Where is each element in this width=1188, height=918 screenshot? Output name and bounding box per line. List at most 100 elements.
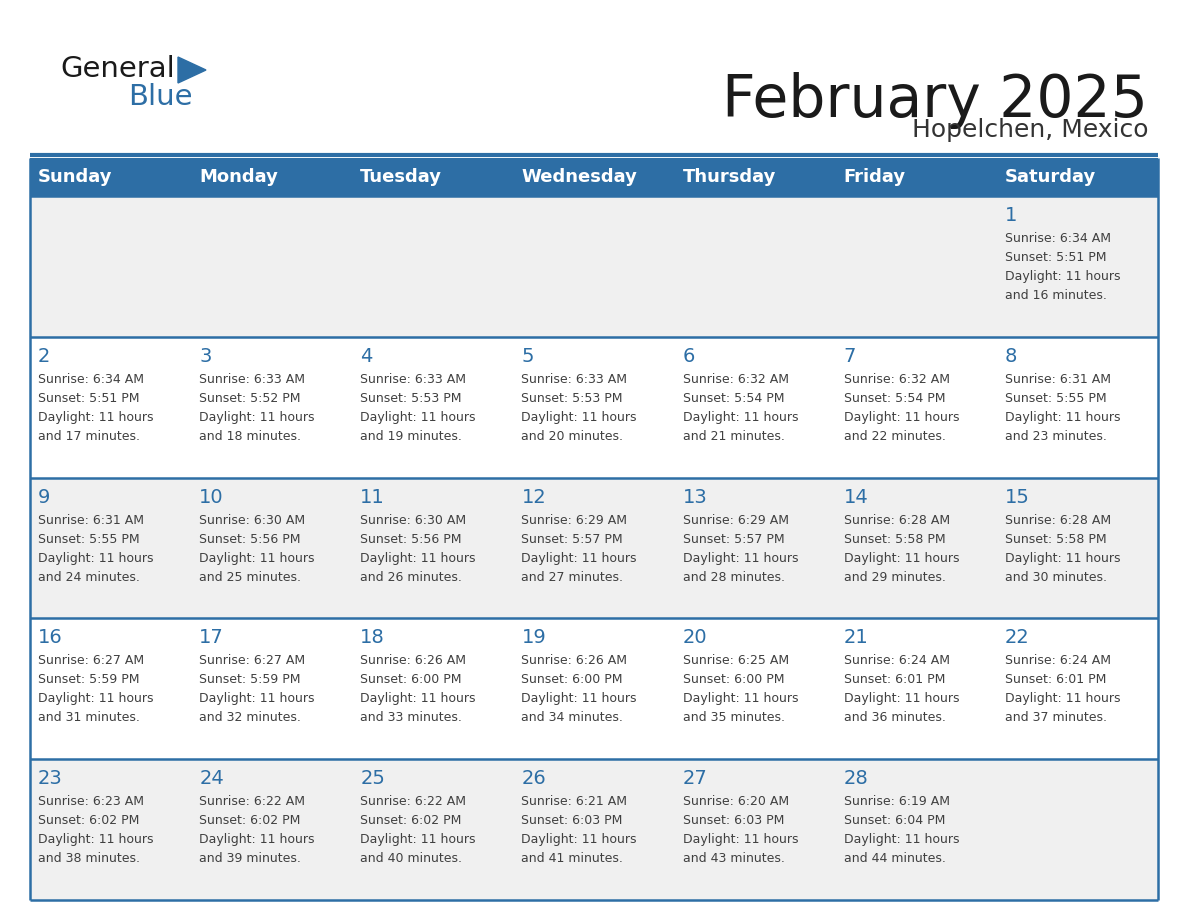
Bar [353,619,513,759]
Text: Sunset: 6:02 PM: Sunset: 6:02 PM [360,814,462,827]
Text: Daylight: 11 hours: Daylight: 11 hours [522,552,637,565]
Bar [513,619,675,759]
Text: Sunrise: 6:25 AM: Sunrise: 6:25 AM [683,655,789,667]
Text: 26: 26 [522,769,546,789]
Text: Daylight: 11 hours: Daylight: 11 hours [843,692,959,705]
Text: 13: 13 [683,487,707,507]
Text: Daylight: 11 hours: Daylight: 11 hours [38,410,153,424]
Text: 3: 3 [200,347,211,365]
Text: Daylight: 11 hours: Daylight: 11 hours [38,834,153,846]
Text: Sunrise: 6:31 AM: Sunrise: 6:31 AM [1005,373,1111,386]
Text: Daylight: 11 hours: Daylight: 11 hours [1005,270,1120,283]
Text: Sunrise: 6:30 AM: Sunrise: 6:30 AM [200,513,305,527]
Text: and 26 minutes.: and 26 minutes. [360,571,462,584]
Text: Sunset: 5:53 PM: Sunset: 5:53 PM [360,392,462,405]
Text: Daylight: 11 hours: Daylight: 11 hours [200,410,315,424]
Text: Daylight: 11 hours: Daylight: 11 hours [200,692,315,705]
Text: 21: 21 [843,629,868,647]
Text: Sunrise: 6:28 AM: Sunrise: 6:28 AM [1005,513,1111,527]
Text: Sunset: 6:04 PM: Sunset: 6:04 PM [843,814,946,827]
Text: and 43 minutes.: and 43 minutes. [683,852,784,865]
Text: and 24 minutes.: and 24 minutes. [38,571,140,584]
Bar [513,477,675,619]
Bar [997,619,1158,759]
Text: 6: 6 [683,347,695,365]
Text: Daylight: 11 hours: Daylight: 11 hours [360,834,475,846]
Bar [675,196,835,337]
Text: Daylight: 11 hours: Daylight: 11 hours [360,692,475,705]
Text: Sunset: 5:53 PM: Sunset: 5:53 PM [522,392,623,405]
Text: Sunset: 6:00 PM: Sunset: 6:00 PM [683,674,784,687]
Bar [191,759,353,900]
Text: Sunset: 5:57 PM: Sunset: 5:57 PM [683,532,784,545]
Text: Sunset: 5:51 PM: Sunset: 5:51 PM [38,392,139,405]
Polygon shape [178,57,206,83]
Text: Daylight: 11 hours: Daylight: 11 hours [522,410,637,424]
Text: Sunrise: 6:22 AM: Sunrise: 6:22 AM [360,795,466,808]
Text: Sunrise: 6:30 AM: Sunrise: 6:30 AM [360,513,467,527]
Bar [835,477,997,619]
Bar [30,759,191,900]
Bar [997,337,1158,477]
Bar [997,196,1158,337]
Bar [835,196,997,337]
Text: and 30 minutes.: and 30 minutes. [1005,571,1107,584]
Text: Daylight: 11 hours: Daylight: 11 hours [522,834,637,846]
Text: 14: 14 [843,487,868,507]
Text: 17: 17 [200,629,223,647]
Text: Sunrise: 6:26 AM: Sunrise: 6:26 AM [522,655,627,667]
Text: Sunset: 5:51 PM: Sunset: 5:51 PM [1005,251,1106,264]
Text: Daylight: 11 hours: Daylight: 11 hours [38,552,153,565]
Text: and 19 minutes.: and 19 minutes. [360,430,462,442]
Text: and 21 minutes.: and 21 minutes. [683,430,784,442]
Text: 24: 24 [200,769,223,789]
Text: and 31 minutes.: and 31 minutes. [38,711,140,724]
Text: Daylight: 11 hours: Daylight: 11 hours [1005,692,1120,705]
Text: and 25 minutes.: and 25 minutes. [200,571,301,584]
Text: Sunrise: 6:33 AM: Sunrise: 6:33 AM [522,373,627,386]
Text: 18: 18 [360,629,385,647]
Text: and 20 minutes.: and 20 minutes. [522,430,624,442]
Text: 7: 7 [843,347,857,365]
Text: Daylight: 11 hours: Daylight: 11 hours [683,692,798,705]
Text: Daylight: 11 hours: Daylight: 11 hours [360,552,475,565]
Text: and 27 minutes.: and 27 minutes. [522,571,624,584]
Text: Sunrise: 6:24 AM: Sunrise: 6:24 AM [1005,655,1111,667]
Text: Friday: Friday [843,168,905,186]
Text: Sunrise: 6:21 AM: Sunrise: 6:21 AM [522,795,627,808]
Bar [191,477,353,619]
Text: Thursday: Thursday [683,168,776,186]
Text: Sunrise: 6:26 AM: Sunrise: 6:26 AM [360,655,466,667]
Text: Sunset: 5:54 PM: Sunset: 5:54 PM [683,392,784,405]
Text: Sunset: 6:00 PM: Sunset: 6:00 PM [522,674,623,687]
Bar [513,337,675,477]
Text: Sunset: 5:57 PM: Sunset: 5:57 PM [522,532,623,545]
Text: 5: 5 [522,347,533,365]
Text: Sunrise: 6:34 AM: Sunrise: 6:34 AM [38,373,144,386]
Text: Sunset: 6:00 PM: Sunset: 6:00 PM [360,674,462,687]
Text: Sunset: 5:55 PM: Sunset: 5:55 PM [1005,392,1106,405]
Bar [513,196,675,337]
Text: and 22 minutes.: and 22 minutes. [843,430,946,442]
Bar [835,337,997,477]
Text: Sunset: 5:59 PM: Sunset: 5:59 PM [38,674,139,687]
Text: and 35 minutes.: and 35 minutes. [683,711,784,724]
Text: Monday: Monday [200,168,278,186]
Text: Sunset: 5:52 PM: Sunset: 5:52 PM [200,392,301,405]
Text: Sunset: 5:55 PM: Sunset: 5:55 PM [38,532,140,545]
Text: Sunset: 5:56 PM: Sunset: 5:56 PM [200,532,301,545]
Text: Sunset: 5:56 PM: Sunset: 5:56 PM [360,532,462,545]
Text: Daylight: 11 hours: Daylight: 11 hours [360,410,475,424]
Text: and 18 minutes.: and 18 minutes. [200,430,301,442]
Text: and 33 minutes.: and 33 minutes. [360,711,462,724]
Text: Tuesday: Tuesday [360,168,442,186]
Text: and 38 minutes.: and 38 minutes. [38,852,140,865]
Text: Sunset: 5:58 PM: Sunset: 5:58 PM [1005,532,1106,545]
Text: Daylight: 11 hours: Daylight: 11 hours [683,410,798,424]
Text: 10: 10 [200,487,223,507]
Text: 28: 28 [843,769,868,789]
Text: and 37 minutes.: and 37 minutes. [1005,711,1107,724]
Text: 8: 8 [1005,347,1017,365]
Text: Daylight: 11 hours: Daylight: 11 hours [1005,410,1120,424]
Bar [191,337,353,477]
